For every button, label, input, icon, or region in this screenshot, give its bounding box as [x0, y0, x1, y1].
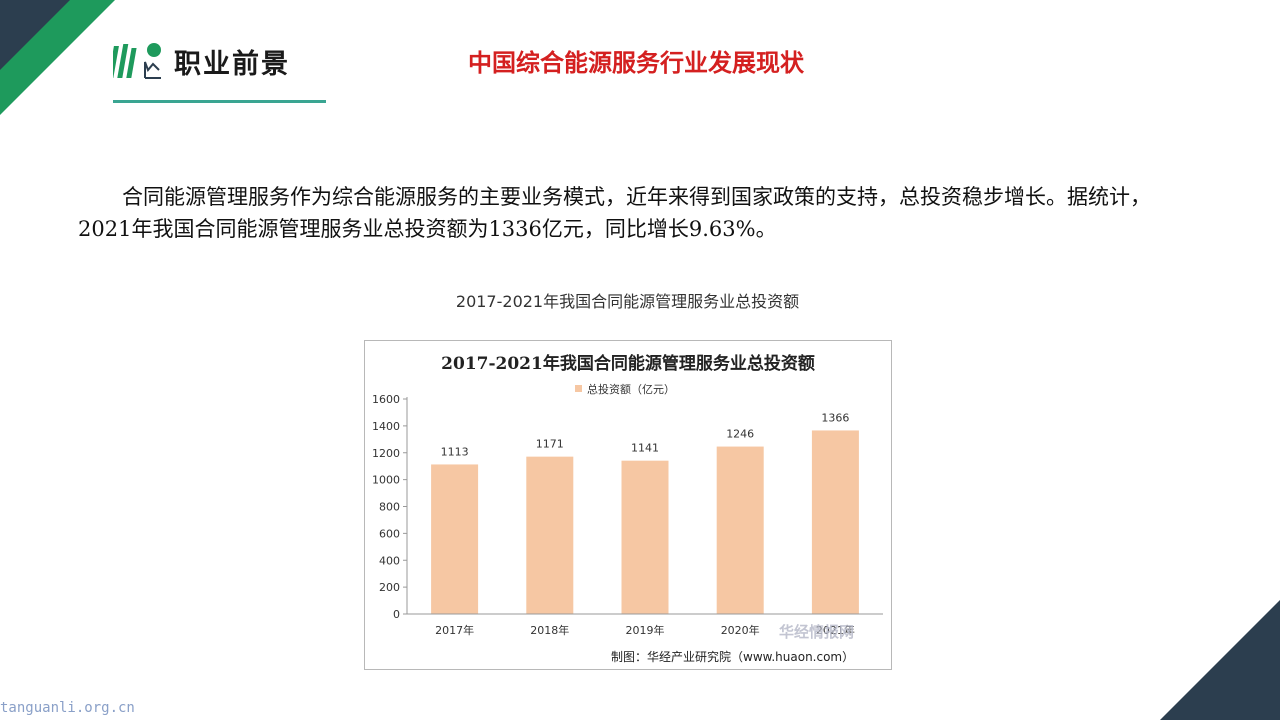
logo-icon: [113, 43, 161, 79]
x-axis: 2017年 2018年 2019年 2020年 2021年: [407, 613, 883, 637]
bar-value-label: 1171: [536, 438, 564, 451]
corner-decoration-bottom-right: [1160, 600, 1280, 720]
legend-label: 总投资额（亿元）: [587, 382, 675, 396]
bar: [621, 460, 669, 614]
chart-caption: 2017-2021年我国合同能源管理服务业总投资额: [455, 292, 800, 311]
site-watermark: tanguanli.org.cn: [0, 700, 135, 716]
y-tick-label: 1400: [372, 420, 400, 433]
x-tick-label: 2018年: [530, 623, 569, 637]
intro-paragraph: 合同能源管理服务作为综合能源服务的主要业务模式，近年来得到国家政策的支持，总投资…: [78, 185, 1151, 241]
section-underline: [113, 100, 326, 103]
bar-value-label: 1246: [726, 428, 754, 441]
bar: [811, 430, 859, 614]
bar-chart: 2017-2021年我国合同能源管理服务业总投资额 总投资额（亿元） 0 200 4…: [372, 353, 883, 664]
y-tick-label: 0: [393, 608, 400, 621]
y-tick-label: 800: [379, 501, 400, 514]
y-tick-label: 600: [379, 527, 400, 540]
y-tick-label: 1000: [372, 474, 400, 487]
y-axis: 0 200 400 600 800 1000 1200 1400 1600: [372, 393, 408, 621]
page-title: 中国综合能源服务行业发展现状: [468, 49, 804, 77]
bar: [716, 446, 764, 614]
chart-title: 2017-2021年我国合同能源管理服务业总投资额: [441, 353, 815, 374]
bar: [431, 464, 479, 614]
x-tick-label: 2017年: [435, 623, 474, 637]
x-tick-label: 2020年: [721, 623, 760, 637]
bar-value-label: 1366: [821, 411, 849, 424]
bar-value-label: 1141: [631, 442, 659, 455]
corner-decoration-dark: [0, 0, 70, 70]
y-tick-label: 1200: [372, 447, 400, 460]
bar-value-label: 1113: [441, 445, 469, 458]
legend-swatch: [575, 385, 582, 392]
x-tick-label: 2021年: [816, 623, 855, 637]
chart-source: 制图：华经产业研究院（www.huaon.com）: [611, 649, 854, 664]
bars-group: 1113 1171 1141 1246 1366: [431, 411, 859, 614]
chart-frame: 2017-2021年我国合同能源管理服务业总投资额 总投资额（亿元） 0 200 4…: [364, 340, 892, 670]
y-tick-label: 200: [379, 581, 400, 594]
section-label: 职业前景: [174, 49, 290, 80]
brand-watermark: 华经情报网: [779, 623, 854, 641]
x-tick-label: 2019年: [626, 623, 665, 637]
bar: [526, 456, 574, 614]
y-tick-label: 400: [379, 554, 400, 567]
y-tick-label: 1600: [372, 393, 400, 406]
